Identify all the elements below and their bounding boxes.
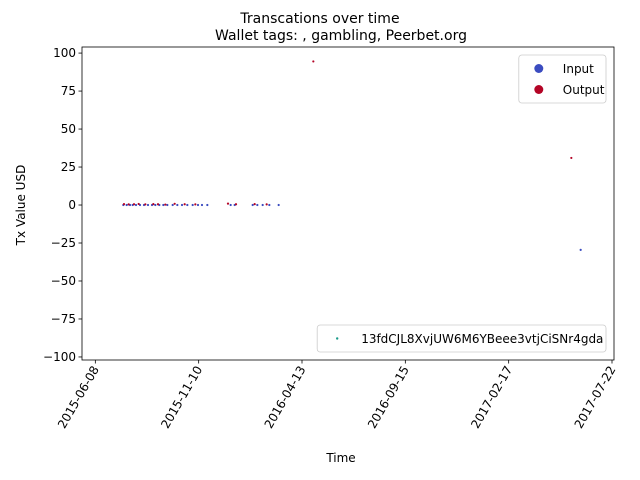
data-point-input	[206, 203, 209, 207]
y-tick-label: −100	[43, 350, 76, 364]
y-axis-label: Tx Value USD	[14, 165, 28, 247]
axes-spines	[81, 46, 615, 361]
legend-marker	[336, 337, 339, 340]
x-axis-label: Time	[325, 451, 355, 465]
data-point-input	[579, 248, 582, 251]
y-tick-label: 75	[61, 84, 76, 98]
legend-lower-right: 13fdCJL8XvjUW6M6YBeee3vtjCiSNr4gda	[316, 324, 607, 353]
legend-marker	[534, 85, 544, 94]
data-point-input	[196, 203, 200, 207]
data-point-output	[164, 203, 167, 206]
data-point-output	[144, 203, 147, 206]
legend-label: Output	[563, 83, 605, 97]
y-tick-label: 100	[53, 46, 76, 60]
data-point-input	[191, 203, 194, 207]
data-point-output	[312, 60, 315, 63]
data-point-input	[171, 203, 174, 207]
data-point-input	[180, 203, 184, 207]
data-point-input	[256, 203, 259, 207]
data-point-input	[154, 203, 157, 207]
data-point-input	[146, 203, 150, 207]
data-point-output	[127, 203, 130, 206]
data-point-output	[253, 203, 256, 206]
y-tick-label: 0	[68, 198, 76, 212]
legend-box	[316, 324, 607, 353]
data-point-output	[156, 203, 160, 206]
data-point-output	[226, 202, 230, 205]
legend-upper-right: Input Output	[518, 54, 607, 104]
legends: Input Output 13fdCJL8XvjUW6M6YBeee3vtjCiSN…	[316, 54, 607, 353]
axes-frame	[81, 46, 615, 361]
data-point-output	[173, 202, 176, 205]
y-tick-label: 25	[61, 160, 76, 174]
data-point-input	[186, 203, 189, 207]
y-tick-label: 50	[61, 122, 76, 136]
legend-label: 13fdCJL8XvjUW6M6YBeee3vtjCiSNr4gda	[361, 332, 603, 346]
data-point-input	[134, 203, 138, 207]
y-tick-label: −25	[51, 236, 76, 250]
data-point-output	[122, 203, 126, 206]
data-point-input	[268, 203, 271, 207]
legend-label: Input	[563, 62, 594, 76]
y-axis: −100 −75 −50 −25 0 25 50 75 100	[43, 46, 82, 364]
data-point-input	[200, 203, 204, 207]
plot-area	[122, 60, 582, 251]
data-point-input	[229, 203, 232, 207]
y-tick-label: −75	[51, 312, 76, 326]
chart-suptitle: Transcations over time	[239, 11, 399, 27]
y-tick-label: −50	[51, 274, 76, 288]
series-output	[122, 60, 573, 206]
data-point-input	[176, 203, 179, 207]
data-point-input	[162, 203, 165, 207]
data-point-input	[251, 203, 254, 207]
data-point-output	[152, 203, 155, 206]
data-point-input	[166, 203, 169, 207]
legend-marker	[534, 64, 544, 73]
data-point-output	[570, 156, 573, 160]
data-point-output	[137, 202, 140, 206]
chart-title: Wallet tags: , gambling, Peerbet.org	[215, 28, 467, 44]
data-point-output	[265, 203, 268, 206]
data-point-input	[261, 203, 264, 207]
data-point-output	[234, 203, 238, 206]
data-point-input	[125, 203, 128, 207]
data-point-input	[277, 203, 280, 207]
data-point-output	[183, 203, 186, 206]
data-point-output	[194, 203, 197, 206]
data-point-output	[132, 203, 136, 206]
